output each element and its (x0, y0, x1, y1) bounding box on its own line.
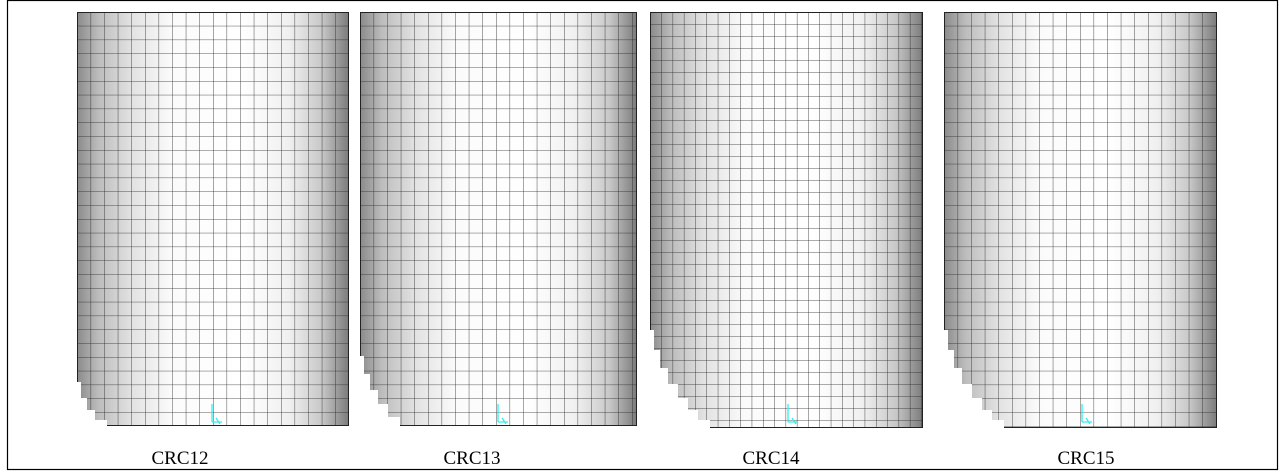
mesh (650, 12, 923, 428)
panel-label: CRC15 (1057, 448, 1114, 469)
mesh (360, 12, 637, 426)
mesh (944, 12, 1217, 428)
page: CRC12 CRC13 CRC14 CRC15 (() => { const d… (0, 0, 1285, 476)
panel-label: CRC13 (443, 448, 500, 469)
panel-label: CRC14 (742, 448, 800, 469)
figure: CRC12 CRC13 CRC14 CRC15 (0, 0, 1285, 476)
panel-label: CRC12 (151, 448, 208, 469)
mesh (77, 12, 349, 426)
